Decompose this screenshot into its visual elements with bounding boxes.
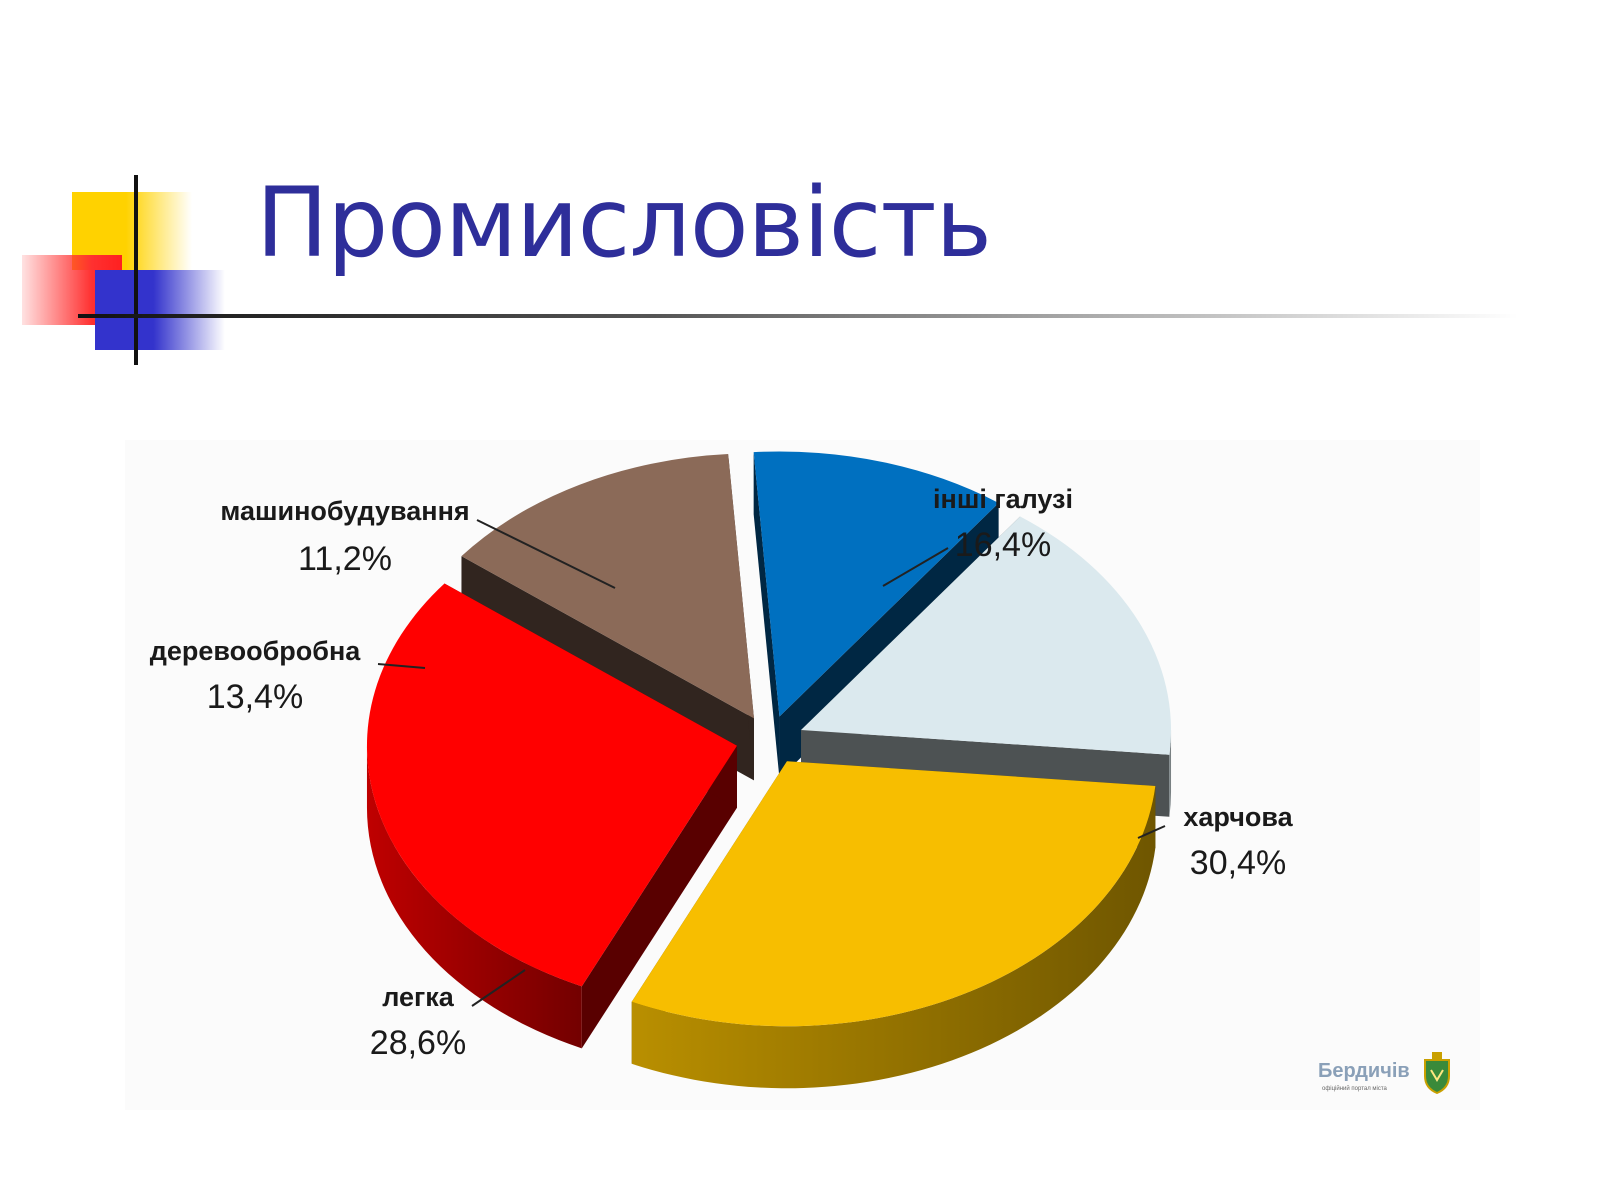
slice-1-top — [753, 451, 999, 717]
slice-4 — [366, 583, 737, 1049]
leader-line-1 — [476, 519, 616, 589]
slice-name-label: інші галузі — [933, 484, 1073, 514]
slice-value-label: 28,6% — [370, 1024, 466, 1062]
leader-line-3 — [1137, 825, 1166, 839]
slice-1-wall-1 — [753, 452, 780, 779]
slice-5-top — [461, 454, 754, 719]
slices-layer — [366, 451, 1172, 1089]
slice-3 — [631, 761, 1156, 1089]
leader-line-4 — [471, 969, 526, 1007]
slice-value-label: 13,4% — [207, 678, 303, 716]
page-title: Промисловість — [256, 167, 992, 279]
title-underline — [78, 314, 1518, 318]
slice-name-label: легка — [382, 982, 455, 1012]
leader-lines — [377, 519, 1166, 1007]
logo-text: Бердичів — [1318, 1060, 1410, 1082]
slice-4-top — [366, 583, 737, 987]
slice-value-label: 30,4% — [1190, 844, 1286, 882]
slice-value-label: 11,2% — [298, 540, 392, 578]
leader-line-5 — [377, 663, 426, 669]
slice-4-outer-wall — [366, 745, 582, 1049]
slice-value-label: 16,4% — [955, 526, 1051, 564]
leader-line-2 — [882, 547, 949, 587]
decor-blue-square — [95, 270, 225, 350]
slice-2-outer-wall — [1169, 729, 1172, 817]
decor-vertical-line — [134, 175, 138, 365]
city-logo: Бердичів офіційний портал міста — [1318, 1052, 1458, 1100]
slice-3-top — [631, 761, 1156, 1027]
logo-subtitle: офіційний портал міста — [1322, 1086, 1387, 1092]
slice-name-label: харчова — [1183, 802, 1293, 832]
slice-2-top — [801, 516, 1172, 755]
slice-name-label: деревообробна — [150, 636, 362, 666]
slice-labels: машинобудування 11,2% інші галузі 16,4% харч… — [150, 484, 1294, 1062]
slice-3-outer-wall — [631, 785, 1156, 1089]
coat-of-arms-icon — [1424, 1052, 1450, 1094]
slice-name-label: машинобудування — [220, 496, 469, 526]
slice-4-wall-1 — [581, 745, 737, 1049]
